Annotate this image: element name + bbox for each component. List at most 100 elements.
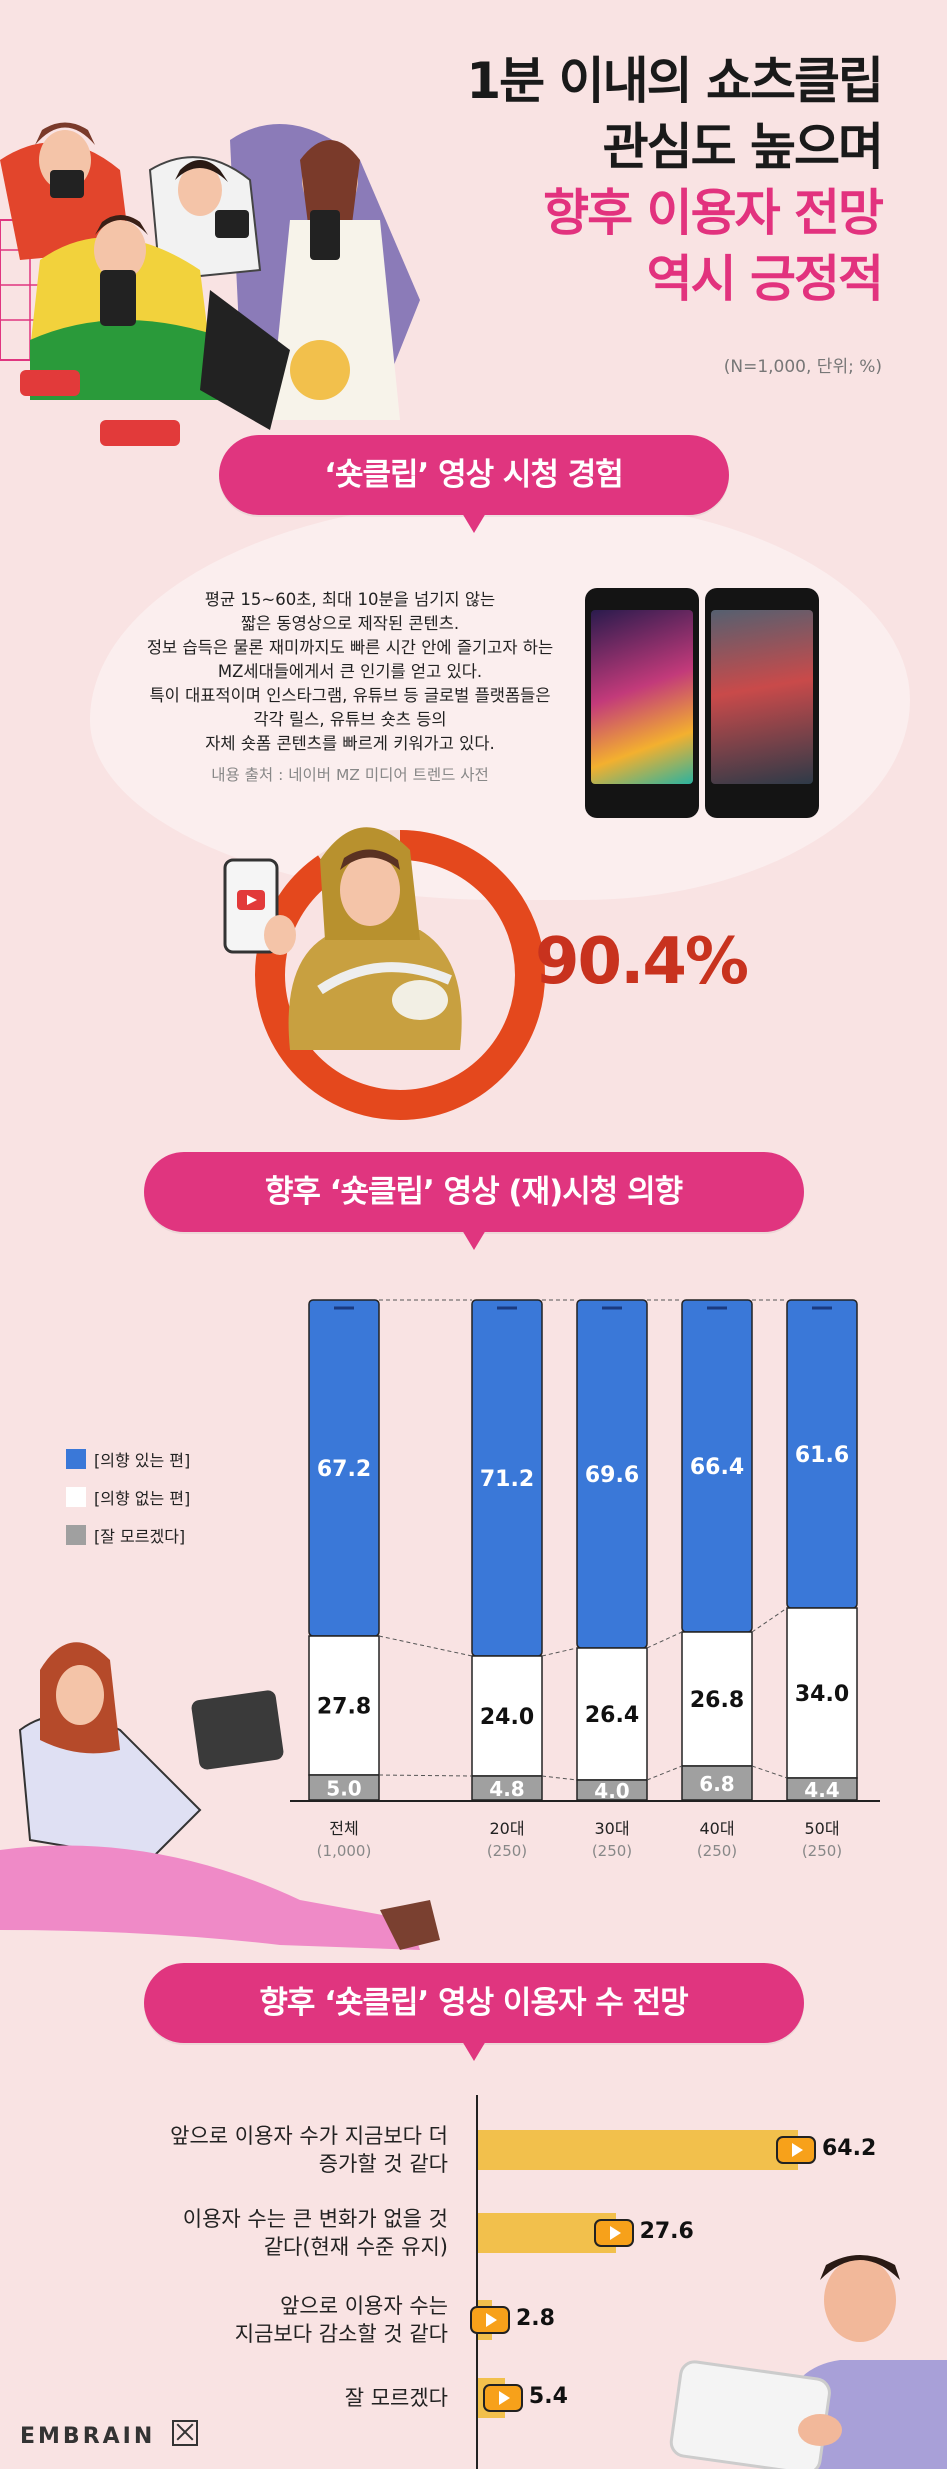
section1-title-pointer <box>461 513 486 533</box>
hbar-category-line: 이용자 수는 큰 변화가 없을 것 <box>182 2207 448 2231</box>
legend-label: [의향 있는 편] <box>94 1451 191 1470</box>
section3-title-pointer <box>461 2041 486 2061</box>
hbar-category-line: 잘 모르겠다 <box>344 2386 448 2410</box>
hbar-category-line: 증가할 것 같다 <box>318 2152 448 2176</box>
intro-line: 자체 숏폼 콘텐츠를 빠르게 키워가고 있다. <box>205 734 495 753</box>
bar-connector-line <box>646 1631 683 1649</box>
bar-segment-unknown <box>576 1779 648 1801</box>
bar-category-sample: (250) <box>486 1842 528 1860</box>
section2-title-text: 향후 ‘숏클립’ 영상 (재)시청 의향 <box>264 1174 683 1210</box>
bar-category-sample: (250) <box>591 1842 633 1860</box>
bar-category-sample: (1,000) <box>316 1842 372 1860</box>
bar-label-intend: 71.2 <box>480 1467 534 1492</box>
bar-label-unknown: 5.0 <box>326 1777 361 1801</box>
hbar-category-label: 앞으로 이용자 수가 지금보다 더 증가할 것 같다 <box>170 2122 448 2178</box>
intro-line: 특이 대표적이며 인스타그램, 유튜브 등 글로벌 플랫폼들은 <box>149 686 551 705</box>
bar-connector-line <box>541 1647 578 1657</box>
viewing-experience-percent: 90.4% <box>535 925 749 999</box>
section2-title: 향후 ‘숏클립’ 영상 (재)시청 의향 <box>143 1152 804 1250</box>
brand-logo: EMBRAIN <box>20 2420 198 2449</box>
bar-category-sample: (250) <box>696 1842 738 1860</box>
intro-description: 평균 15~60초, 최대 10분을 넘기지 않는 짧은 동영상으로 제작된 콘… <box>110 588 590 756</box>
bar-segment-unknown <box>786 1777 858 1801</box>
page-title: 1분 이내의 쇼츠클립 관심도 높으며 향후 이용자 전망 역시 긍정적 <box>466 48 884 312</box>
bar-category-label: 50대 <box>804 1819 840 1838</box>
hbar-category-label: 잘 모르겠다 <box>345 2384 448 2412</box>
bar-label-unknown: 6.8 <box>699 1772 734 1796</box>
brand-text: EMBRAIN <box>20 2424 156 2449</box>
brand-mark-icon <box>171 2420 198 2446</box>
play-icon <box>469 2306 510 2334</box>
bar-label-unknown: 4.0 <box>594 1779 629 1803</box>
bar-connector-line <box>751 1765 788 1779</box>
bar-segment-unknown <box>681 1765 753 1801</box>
bar-connector-line <box>646 1765 683 1781</box>
bar-label-no-intend: 26.8 <box>690 1688 744 1713</box>
phone-screen-left <box>591 610 693 784</box>
bar-label-no-intend: 34.0 <box>795 1682 849 1707</box>
intro-line: 평균 15~60초, 최대 10분을 넘기지 않는 <box>204 590 496 609</box>
bar-label-no-intend: 26.4 <box>585 1703 639 1728</box>
title-line-3: 향후 이용자 전망 <box>543 184 884 242</box>
bar-segment-no-intend <box>308 1635 380 1776</box>
phone-screen-right <box>711 610 813 784</box>
legend-item-no-intend: [의향 없는 편] <box>66 1478 190 1516</box>
phone-mockup-left <box>585 588 699 818</box>
intro-source: 내용 출처 : 네이버 MZ 미디어 트렌드 사전 <box>211 766 489 784</box>
hbar-value-label: 27.6 <box>639 2219 694 2244</box>
section2-title-pointer <box>461 1230 486 1250</box>
bar-x-label: 전체 (1,000) <box>294 1818 394 1862</box>
intro-line: 각각 릴스, 유튜브 숏츠 등의 <box>253 710 447 729</box>
bar-label-intend: 61.6 <box>795 1443 849 1468</box>
section3-title: 향후 ‘숏클립’ 영상 이용자 수 전망 <box>143 1963 804 2061</box>
bar-segment-unknown <box>471 1775 543 1801</box>
bar-connector-line <box>751 1607 788 1633</box>
phone-mockup-right <box>705 588 819 818</box>
legend-label: [잘 모르겠다] <box>94 1527 186 1546</box>
sample-note: (N=1,000, 단위; %) <box>723 357 882 377</box>
bar-x-label: 20대 (250) <box>457 1818 557 1862</box>
section1-title-text: ‘숏클립’ 영상 시청 경험 <box>324 457 624 493</box>
forecast-man-illustration <box>669 2255 947 2469</box>
bar-segment-no-intend <box>471 1655 543 1777</box>
bar-label-no-intend: 24.0 <box>480 1705 534 1730</box>
bar-segment-no-intend <box>681 1631 753 1767</box>
hoodie-person-illustration <box>223 827 462 1050</box>
header-people-illustration <box>0 122 420 446</box>
title-line-1: 1분 이내의 쇼츠클립 <box>466 52 884 110</box>
hbar-bar <box>478 2213 616 2253</box>
legend-swatch-blue <box>66 1449 86 1469</box>
title-line-4: 역시 긍정적 <box>646 250 884 308</box>
bar-label-unknown: 4.8 <box>489 1777 524 1801</box>
hbar-category-line: 지금보다 감소할 것 같다 <box>234 2322 448 2346</box>
hbar-bar <box>478 2130 798 2170</box>
bar-category-label: 20대 <box>489 1819 525 1838</box>
bar-label-intend: 69.6 <box>585 1463 639 1488</box>
legend-swatch-white <box>66 1487 86 1507</box>
stacked-bar-chart: 67.2 27.8 5.0 71.2 24.0 4.8 69.6 26.4 4.0 66.4 26.… <box>290 1299 880 1803</box>
hbar-value-label: 2.8 <box>515 2306 555 2331</box>
bar-label-no-intend: 27.8 <box>317 1695 371 1720</box>
play-icon <box>482 2384 523 2412</box>
intro-line: 정보 습득은 물론 재미까지도 빠른 시간 안에 즐기고자 하는 <box>146 638 554 657</box>
tablet-woman-illustration <box>0 1642 440 1950</box>
bar-category-sample: (250) <box>801 1842 843 1860</box>
hbar-category-line: 같다(현재 수준 유지) <box>263 2235 448 2259</box>
bar-x-label: 50대 (250) <box>772 1818 872 1862</box>
play-icon <box>593 2219 634 2247</box>
hbar-category-line: 앞으로 이용자 수는 <box>280 2294 448 2318</box>
legend-item-intend: [의향 있는 편] <box>66 1440 190 1478</box>
bar-segment-no-intend <box>786 1607 858 1779</box>
bar-legend: [의향 있는 편] [의향 없는 편] [잘 모르겠다] <box>66 1440 190 1554</box>
section1-title: ‘숏클립’ 영상 시청 경험 <box>218 435 729 533</box>
bar-connector-line <box>378 1635 473 1657</box>
bar-label-unknown: 4.4 <box>804 1778 839 1802</box>
bar-label-intend: 66.4 <box>690 1455 744 1480</box>
bar-category-label: 40대 <box>699 1819 735 1838</box>
bar-segment-unknown <box>308 1774 380 1801</box>
hbar-value-label: 64.2 <box>822 2136 877 2161</box>
bar-segment-no-intend <box>576 1647 648 1781</box>
legend-swatch-gray <box>66 1525 86 1545</box>
